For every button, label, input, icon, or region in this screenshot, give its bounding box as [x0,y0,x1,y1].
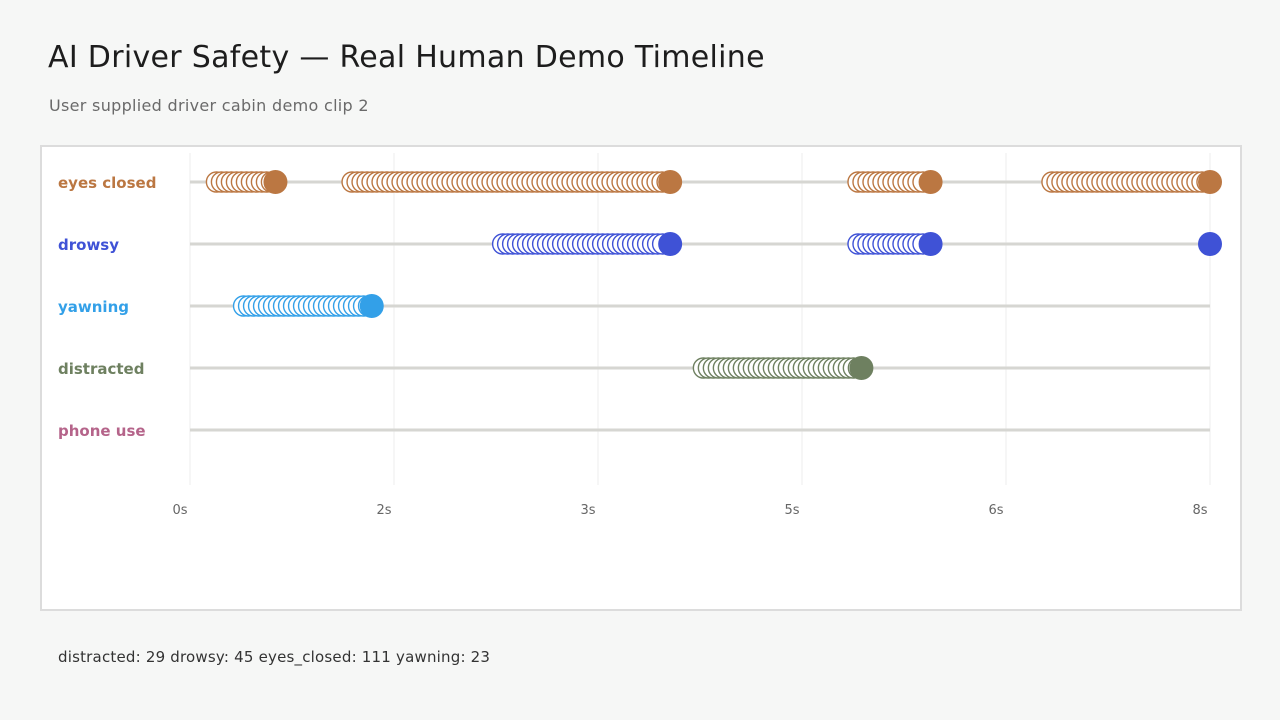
x-tick-label: 6s [988,503,1003,518]
event-segment [847,232,943,256]
event-end-point [1198,170,1222,194]
x-tick-label: 8s [1192,503,1207,518]
event-segment [692,356,874,380]
row-label: drowsy [58,236,119,254]
event-end-point [359,294,384,318]
event-segment [847,170,943,194]
event-segment [341,170,683,194]
event-segment [1198,232,1222,256]
timeline-chart: 0s 2s 3s 5s 6s 8s eyes closed drowsy yawning dist… [58,153,1222,518]
event-segment [205,170,288,194]
event-end-point [658,170,683,194]
event-end-point [658,232,683,256]
event-segment [491,232,683,256]
event-end-point [1198,232,1222,256]
x-tick-label: 0s [172,503,187,518]
timeline-chart-panel: 0s 2s 3s 5s 6s 8s eyes closed drowsy yawning dist… [40,145,1242,611]
event-segment [1041,170,1222,194]
row-label: phone use [58,422,146,440]
page-subtitle: User supplied driver cabin demo clip 2 [49,96,369,115]
x-tick-label: 2s [376,503,391,518]
row-label: distracted [58,360,144,378]
event-end-point [918,232,943,256]
event-count-summary: distracted: 29 drowsy: 45 eyes_closed: 1… [58,648,491,666]
event-end-point [263,170,288,194]
row-label: eyes closed [58,174,156,192]
x-tick-label: 5s [784,503,799,518]
page-title: AI Driver Safety — Real Human Demo Timel… [48,40,765,75]
event-end-point [918,170,943,194]
event-segment [232,294,384,318]
row-label: yawning [58,298,129,316]
x-tick-label: 3s [580,503,595,518]
event-end-point [849,356,874,380]
